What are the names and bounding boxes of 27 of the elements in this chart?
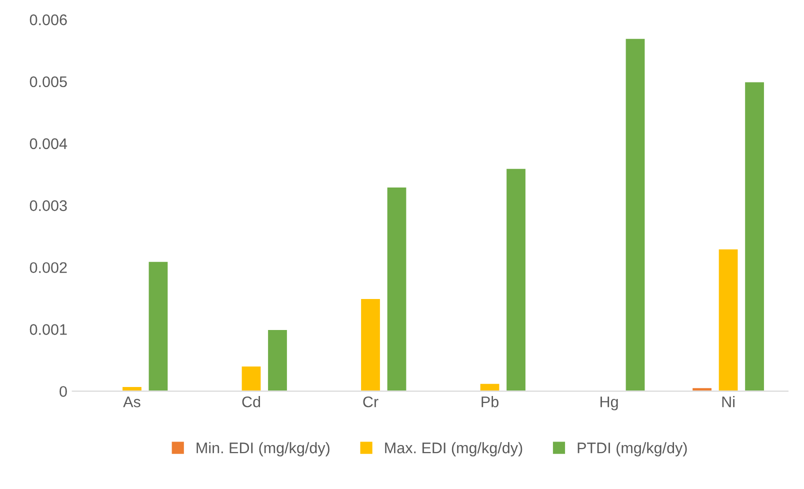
bar: [147, 260, 170, 392]
y-tick-label: 0: [60, 386, 67, 397]
bar: [360, 298, 382, 392]
x-tick-label: Cd: [242, 396, 260, 408]
legend-label: PTDI (mg/kg/dy): [578, 442, 687, 456]
y-tick-label: 0.001: [30, 324, 67, 335]
y-tick-label: 0.004: [30, 138, 68, 150]
x-tick-label: Ni: [722, 396, 734, 408]
x-tick-label: Cr: [363, 396, 378, 408]
x-tick-label: Pb: [482, 396, 498, 408]
bar: [386, 186, 408, 392]
x-tick-label: As: [123, 396, 140, 408]
bar: [240, 365, 262, 392]
y-tick-label: 0.005: [30, 76, 67, 88]
bar: [717, 248, 740, 392]
bar: [505, 168, 527, 392]
bar: [266, 328, 288, 392]
bar: [624, 37, 646, 392]
legend-label: Min. EDI (mg/kg/dy): [196, 442, 330, 456]
x-tick-label: Hg: [600, 396, 618, 410]
bar: [744, 80, 766, 392]
y-tick-label: 0.002: [30, 262, 67, 274]
bar: [478, 382, 501, 392]
y-tick-label: 0.003: [30, 200, 67, 212]
bar: [121, 386, 143, 392]
y-tick-label: 0.006: [30, 14, 67, 26]
legend-label: Max. EDI (mg/kg/dy): [385, 442, 522, 456]
